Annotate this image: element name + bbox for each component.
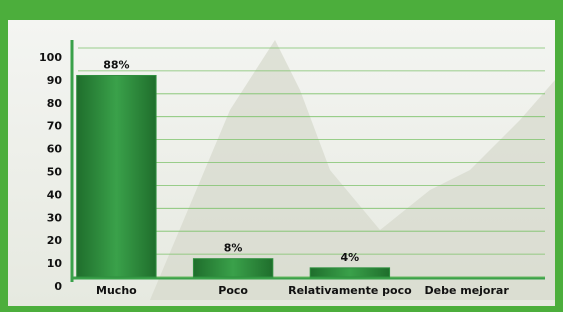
data-label: 8%	[224, 242, 243, 255]
y-tick-label: 10	[47, 257, 63, 270]
bar	[77, 75, 156, 277]
y-tick-label: 40	[47, 188, 63, 201]
y-tick-label: 60	[47, 143, 63, 156]
data-label: 88%	[103, 58, 129, 71]
y-tick-label: 50	[47, 166, 63, 179]
y-tick-label: 30	[47, 211, 63, 224]
y-tick-label: 20	[47, 234, 63, 247]
data-label: 4%	[341, 251, 360, 264]
x-tick-label: Debe mejorar	[424, 284, 509, 297]
bar	[193, 259, 272, 277]
y-tick-label: 80	[47, 97, 63, 110]
y-tick-label: 100	[39, 51, 62, 64]
y-tick-label: 0	[54, 280, 62, 293]
chart: 0 10 20 30 40 50 60 70 80 90 100 Mucho 88% Poco 8% Rela…	[0, 0, 563, 312]
x-tick-label: Mucho	[96, 284, 137, 297]
y-tick-label: 90	[47, 74, 63, 87]
bar	[310, 268, 389, 277]
x-tick-label: Poco	[218, 284, 248, 297]
y-tick-label: 70	[47, 120, 63, 133]
x-tick-label: Relativamente poco	[288, 284, 412, 297]
